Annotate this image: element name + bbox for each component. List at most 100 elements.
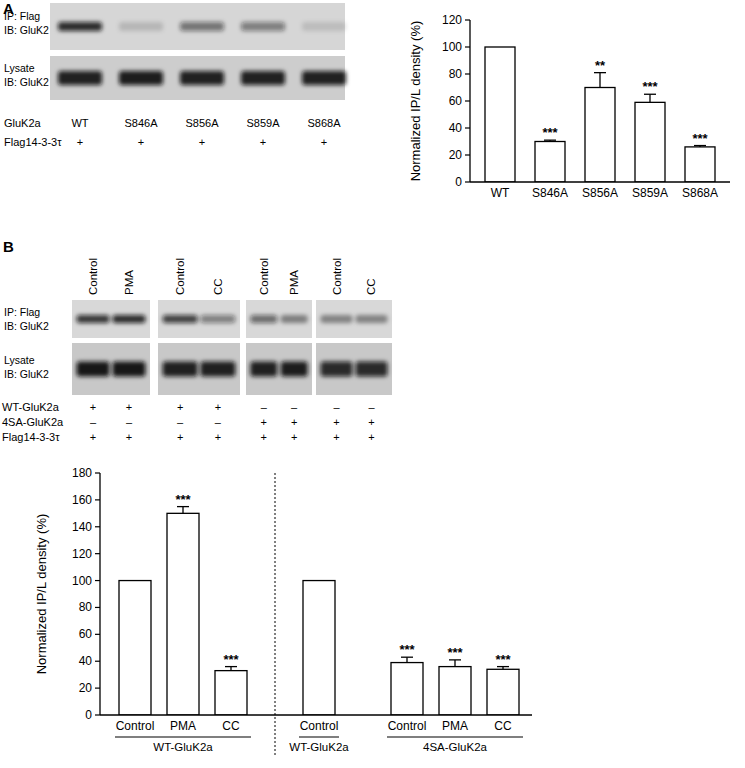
blot-strip bbox=[158, 300, 240, 338]
lane-mark: + bbox=[215, 401, 221, 413]
lane-mark: S856A bbox=[185, 117, 219, 129]
y-axis-label: Normalized IP/L density (%) bbox=[34, 514, 49, 675]
bars bbox=[485, 47, 715, 182]
tick-label: 120 bbox=[72, 547, 92, 561]
category-label: S859A bbox=[632, 186, 668, 200]
blot-strip bbox=[246, 343, 312, 395]
lane-mark: + bbox=[177, 431, 183, 443]
tick-label: 40 bbox=[449, 121, 463, 135]
lane-mark: + bbox=[90, 401, 96, 413]
category-label: WT bbox=[491, 186, 510, 200]
y-axis bbox=[99, 473, 100, 715]
tick-mark bbox=[465, 73, 470, 74]
lane-mark: + bbox=[333, 431, 339, 443]
y-axis-label: Normalized IP/L density (%) bbox=[408, 21, 423, 182]
blot-strip bbox=[316, 300, 392, 338]
blot-strip bbox=[158, 343, 240, 395]
significance: *** bbox=[692, 131, 708, 146]
blot-strip bbox=[72, 300, 150, 338]
tick-mark bbox=[95, 714, 100, 715]
lane-header: Control bbox=[174, 258, 186, 295]
bars bbox=[119, 507, 519, 715]
tick-mark bbox=[465, 127, 470, 128]
group-label: WT-GluK2a bbox=[289, 741, 349, 753]
lane-mark: S859A bbox=[246, 117, 280, 129]
tick-mark bbox=[95, 526, 100, 527]
lane-mark: + bbox=[177, 401, 183, 413]
tick-mark bbox=[95, 580, 100, 581]
panel-a-blot: AIP: FlagIB: GluK2LysateIB: GluK2GluK2aW… bbox=[3, 0, 346, 148]
lane-header: CC bbox=[212, 278, 224, 295]
category-label: S856A bbox=[582, 186, 618, 200]
row-label: IP: Flag bbox=[4, 10, 40, 22]
category-label: CC bbox=[222, 719, 240, 733]
blot-band bbox=[58, 22, 102, 31]
lane-mark: + bbox=[260, 136, 266, 148]
tick-label: 120 bbox=[442, 13, 462, 27]
tick-label: 100 bbox=[72, 574, 92, 588]
lane-mark: + bbox=[199, 136, 205, 148]
group-line bbox=[115, 736, 251, 737]
y-axis bbox=[469, 20, 470, 182]
blot-band bbox=[112, 362, 145, 377]
condition-label: Flag14-3-3τ bbox=[4, 136, 62, 148]
tick-label: 60 bbox=[449, 94, 463, 108]
condition-label: Flag14-3-3τ bbox=[2, 431, 60, 443]
blot-band bbox=[302, 71, 346, 85]
row-label: IB: GluK2 bbox=[4, 24, 49, 36]
group-line bbox=[299, 736, 339, 737]
lane-mark: – bbox=[215, 416, 222, 428]
row-label: Lysate bbox=[4, 62, 35, 74]
lane-mark: + bbox=[321, 136, 327, 148]
lane-mark: + bbox=[333, 416, 339, 428]
tick-label: 140 bbox=[72, 520, 92, 534]
lane-mark: – bbox=[126, 416, 133, 428]
tick-label: 100 bbox=[442, 40, 462, 54]
blot-band bbox=[321, 362, 353, 377]
tick-mark bbox=[465, 181, 470, 182]
blot-band bbox=[119, 22, 163, 31]
blot-band bbox=[321, 315, 353, 323]
lane-mark: + bbox=[261, 416, 267, 428]
lane-mark: + bbox=[261, 431, 267, 443]
row-label: IB: GluK2 bbox=[4, 368, 49, 380]
lane-mark: + bbox=[368, 416, 374, 428]
tick-label: 0 bbox=[455, 175, 462, 189]
tick-label: 20 bbox=[79, 681, 93, 695]
error-bar bbox=[497, 667, 509, 670]
tick-label: 80 bbox=[79, 600, 93, 614]
error-bar bbox=[644, 94, 656, 102]
condition-label: WT-GluK2a bbox=[2, 401, 60, 413]
blot-strip bbox=[316, 343, 392, 395]
error-bar bbox=[225, 667, 237, 671]
panel-b-blot: BControlPMAControlCCControlPMAControlCCI… bbox=[2, 238, 392, 443]
bar bbox=[215, 671, 247, 715]
category-label: Control bbox=[116, 719, 155, 733]
lane-mark: + bbox=[138, 136, 144, 148]
tick-mark bbox=[465, 46, 470, 47]
error-bar bbox=[401, 657, 413, 662]
group-line bbox=[387, 736, 523, 737]
bar-chart: 020406080100120140160180***************C… bbox=[34, 466, 532, 755]
category-label: PMA bbox=[170, 719, 196, 733]
blot-band bbox=[302, 22, 346, 31]
lane-header: Control bbox=[331, 258, 343, 295]
bar bbox=[487, 669, 519, 715]
lane-header: PMA bbox=[288, 270, 300, 295]
panel-label: B bbox=[3, 238, 14, 255]
significance: ** bbox=[595, 58, 606, 73]
tick-mark bbox=[95, 688, 100, 689]
tick-mark bbox=[465, 154, 470, 155]
blot-band bbox=[281, 315, 308, 323]
error-bar bbox=[449, 660, 461, 667]
error-bar bbox=[544, 140, 556, 141]
tick-label: 0 bbox=[85, 708, 92, 722]
separator bbox=[275, 473, 276, 755]
category-label: Control bbox=[300, 719, 339, 733]
lane-mark: – bbox=[368, 401, 375, 413]
lane-mark: – bbox=[291, 401, 298, 413]
error-bar bbox=[177, 507, 189, 514]
lane-mark: + bbox=[291, 416, 297, 428]
row-label: IB: GluK2 bbox=[4, 76, 49, 88]
blot-band bbox=[200, 315, 235, 323]
